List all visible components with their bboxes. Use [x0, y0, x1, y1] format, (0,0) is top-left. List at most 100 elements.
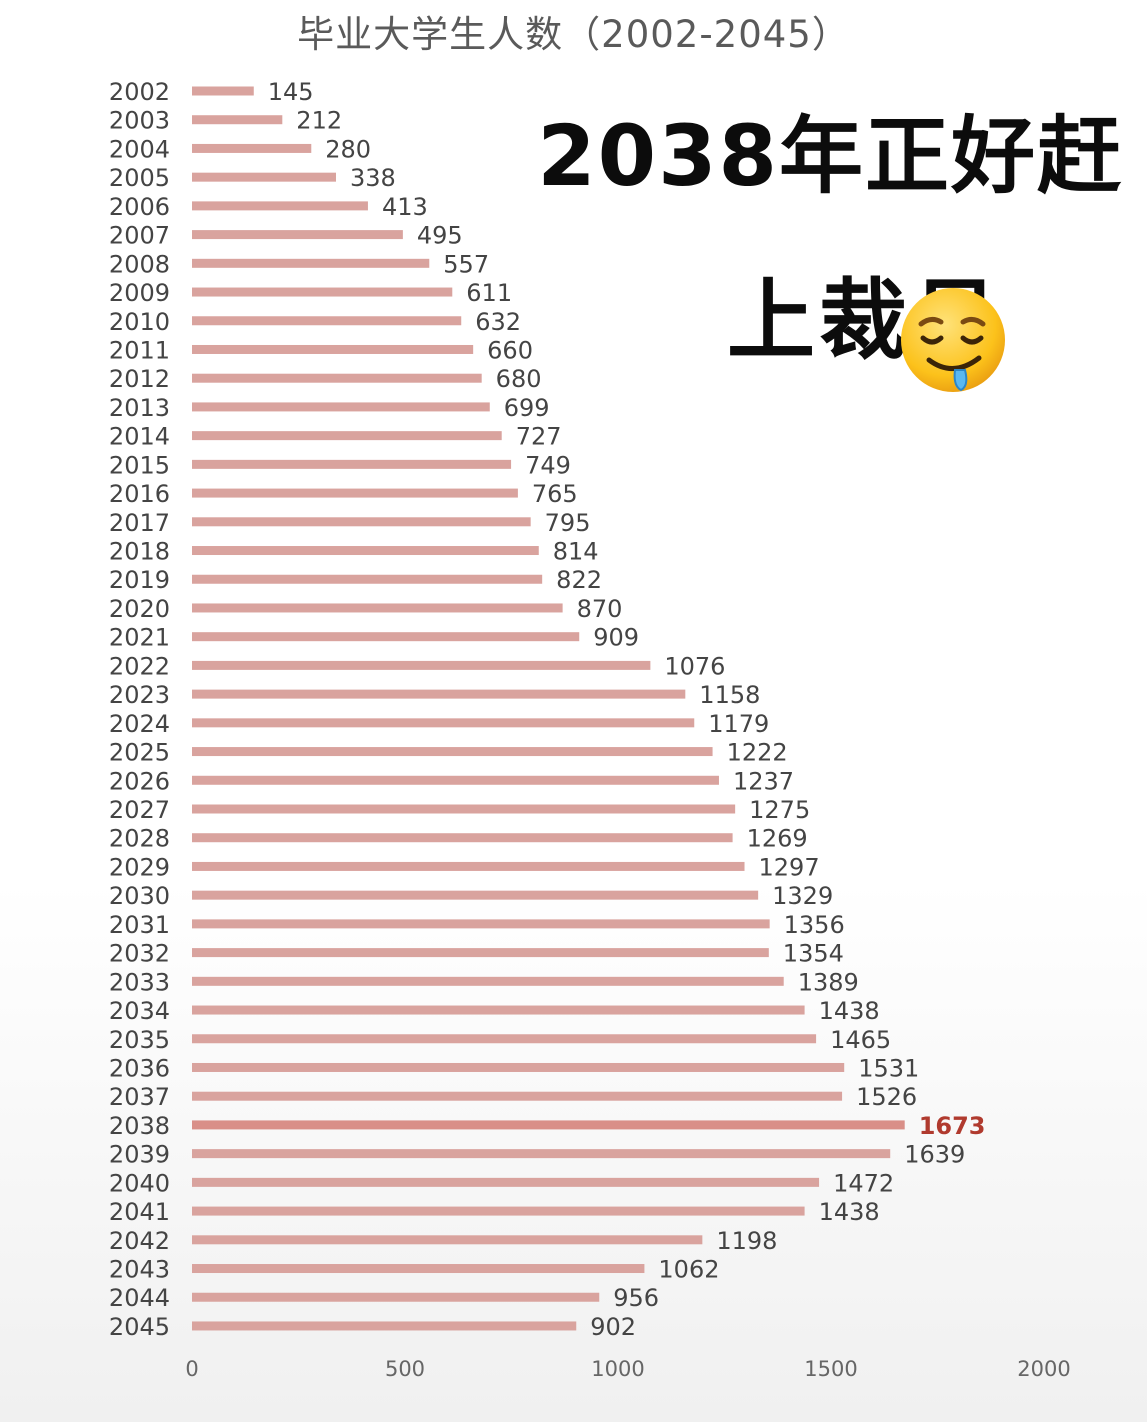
x-tick-label: 500 [385, 1357, 425, 1381]
data-label: 822 [556, 566, 602, 594]
bar [192, 689, 686, 699]
bar [192, 1062, 845, 1072]
category-label: 2036 [109, 1054, 170, 1082]
x-tick-label: 2000 [1017, 1357, 1070, 1381]
data-label: 611 [466, 279, 512, 307]
category-label: 2014 [109, 423, 170, 451]
category-label: 2013 [109, 394, 170, 422]
bar [192, 861, 745, 871]
category-label: 2034 [109, 997, 170, 1025]
bar [192, 258, 430, 268]
category-label: 2039 [109, 1141, 170, 1169]
category-label: 2005 [109, 164, 170, 192]
bar [192, 804, 736, 814]
bar [192, 660, 651, 670]
category-label: 2031 [109, 911, 170, 939]
data-label: 1198 [716, 1227, 777, 1255]
bar [192, 1235, 703, 1245]
data-label: 1356 [784, 911, 845, 939]
drooling-face-icon [901, 288, 1005, 392]
data-label: 1639 [904, 1141, 965, 1169]
data-label: 338 [350, 164, 396, 192]
data-label: 749 [525, 451, 571, 479]
bar [192, 1177, 820, 1187]
data-label: 1179 [708, 710, 769, 738]
bar [192, 1264, 645, 1274]
category-label: 2027 [109, 796, 170, 824]
category-label: 2043 [109, 1256, 170, 1284]
bar [192, 1292, 600, 1302]
category-label: 2040 [109, 1169, 170, 1197]
bar [192, 718, 695, 728]
category-label: 2041 [109, 1198, 170, 1226]
data-label: 212 [296, 107, 342, 135]
bar [192, 316, 462, 326]
category-label: 2021 [109, 624, 170, 652]
bar [192, 632, 580, 642]
bar [192, 1321, 577, 1331]
bar [192, 373, 482, 383]
data-label: 1062 [658, 1256, 719, 1284]
data-label: 1158 [699, 681, 760, 709]
category-label: 2007 [109, 222, 170, 250]
category-label: 2019 [109, 566, 170, 594]
bar [192, 1120, 905, 1130]
bar [192, 143, 312, 153]
bar [192, 574, 543, 584]
bar [192, 201, 368, 211]
bar [192, 948, 769, 958]
category-label: 2026 [109, 767, 170, 795]
bar [192, 919, 770, 929]
category-label: 2010 [109, 308, 170, 336]
category-label: 2004 [109, 135, 170, 163]
bar [192, 172, 336, 182]
data-label: 660 [487, 336, 533, 364]
data-label: 280 [325, 135, 371, 163]
bar [192, 747, 713, 757]
data-label: 1465 [830, 1026, 891, 1054]
data-label: 1222 [727, 739, 788, 767]
bar [192, 517, 531, 527]
category-label: 2024 [109, 710, 170, 738]
category-label: 2017 [109, 509, 170, 537]
data-label: 1389 [798, 968, 859, 996]
category-label: 2038 [109, 1112, 170, 1140]
data-label: 1354 [783, 940, 844, 968]
data-label: 1472 [833, 1169, 894, 1197]
bar [192, 431, 502, 441]
category-label: 2018 [109, 538, 170, 566]
data-label: 699 [504, 394, 550, 422]
data-label: 1297 [759, 853, 820, 881]
data-label: 870 [577, 595, 623, 623]
overlay-caption-line1: 2038年正好赶 [537, 107, 1123, 205]
bar [192, 287, 453, 297]
category-label: 2023 [109, 681, 170, 709]
bar [192, 459, 512, 469]
data-label: 145 [268, 78, 314, 106]
data-label: 902 [590, 1313, 636, 1341]
category-label: 2045 [109, 1313, 170, 1341]
data-label: 1531 [858, 1054, 919, 1082]
x-tick-label: 1500 [804, 1357, 857, 1381]
category-label: 2008 [109, 250, 170, 278]
data-label: 795 [545, 509, 591, 537]
category-label: 2009 [109, 279, 170, 307]
category-label: 2011 [109, 336, 170, 364]
bar [192, 1034, 817, 1044]
category-label: 2044 [109, 1284, 170, 1312]
data-label: 1438 [819, 1198, 880, 1226]
category-label: 2028 [109, 825, 170, 853]
category-label: 2002 [109, 78, 170, 106]
bar [192, 890, 759, 900]
data-label: 909 [593, 624, 639, 652]
bar [192, 775, 719, 785]
category-label: 2037 [109, 1083, 170, 1111]
data-label: 1438 [819, 997, 880, 1025]
category-label: 2006 [109, 193, 170, 221]
data-label: 1275 [749, 796, 810, 824]
data-label: 1076 [664, 652, 725, 680]
bar [192, 833, 733, 843]
chart-title: 毕业大学生人数（2002-2045） [297, 13, 850, 56]
category-label: 2025 [109, 739, 170, 767]
